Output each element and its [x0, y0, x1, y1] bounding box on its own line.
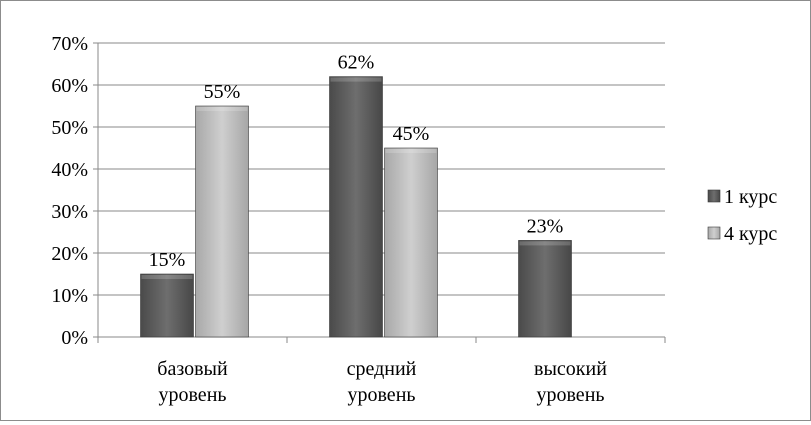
bars	[140, 76, 572, 338]
category-label: уровень	[536, 384, 604, 406]
bar-bevel	[519, 241, 571, 246]
axes: 0% 10% 20% 30% 40% 50% 60% 70% базовый уровень сре…	[51, 33, 666, 406]
y-tick-label: 0%	[61, 327, 88, 349]
legend: 1 курс 4 курс	[707, 186, 777, 245]
data-label: 55%	[204, 81, 241, 103]
legend-label: 4 курс	[724, 223, 777, 245]
y-tick-label: 50%	[51, 117, 88, 139]
category-label: базовый	[157, 358, 228, 380]
bar-series1-cat1	[140, 273, 194, 338]
y-tick-label: 30%	[51, 201, 88, 223]
data-label: 62%	[338, 52, 375, 74]
bar-bevel	[196, 107, 248, 111]
data-label: 15%	[149, 249, 186, 271]
y-tick-label: 70%	[51, 33, 88, 55]
category-label: уровень	[347, 384, 415, 406]
bar-series1-cat2	[329, 76, 383, 338]
legend-label: 1 курс	[724, 186, 777, 208]
bar-series1-cat3	[518, 240, 572, 338]
data-label: 23%	[527, 215, 564, 237]
bar-bevel	[330, 77, 382, 82]
data-label: 45%	[393, 123, 430, 145]
legend-swatch	[707, 189, 721, 203]
bar-bevel	[141, 275, 193, 279]
bar-series2-cat1	[195, 105, 249, 338]
category-label: высокий	[534, 358, 607, 380]
bar-bevel	[385, 149, 437, 153]
y-tick-label: 40%	[51, 159, 88, 181]
category-label: уровень	[158, 384, 226, 406]
data-labels: 15% 55% 62% 45% 23%	[149, 52, 564, 271]
legend-swatch	[707, 226, 721, 240]
y-tick-label: 60%	[51, 75, 88, 97]
category-label: средний	[347, 358, 417, 380]
bar-series2-cat2	[384, 147, 438, 338]
y-tick-label: 20%	[51, 243, 88, 265]
y-tick-label: 10%	[51, 285, 88, 307]
